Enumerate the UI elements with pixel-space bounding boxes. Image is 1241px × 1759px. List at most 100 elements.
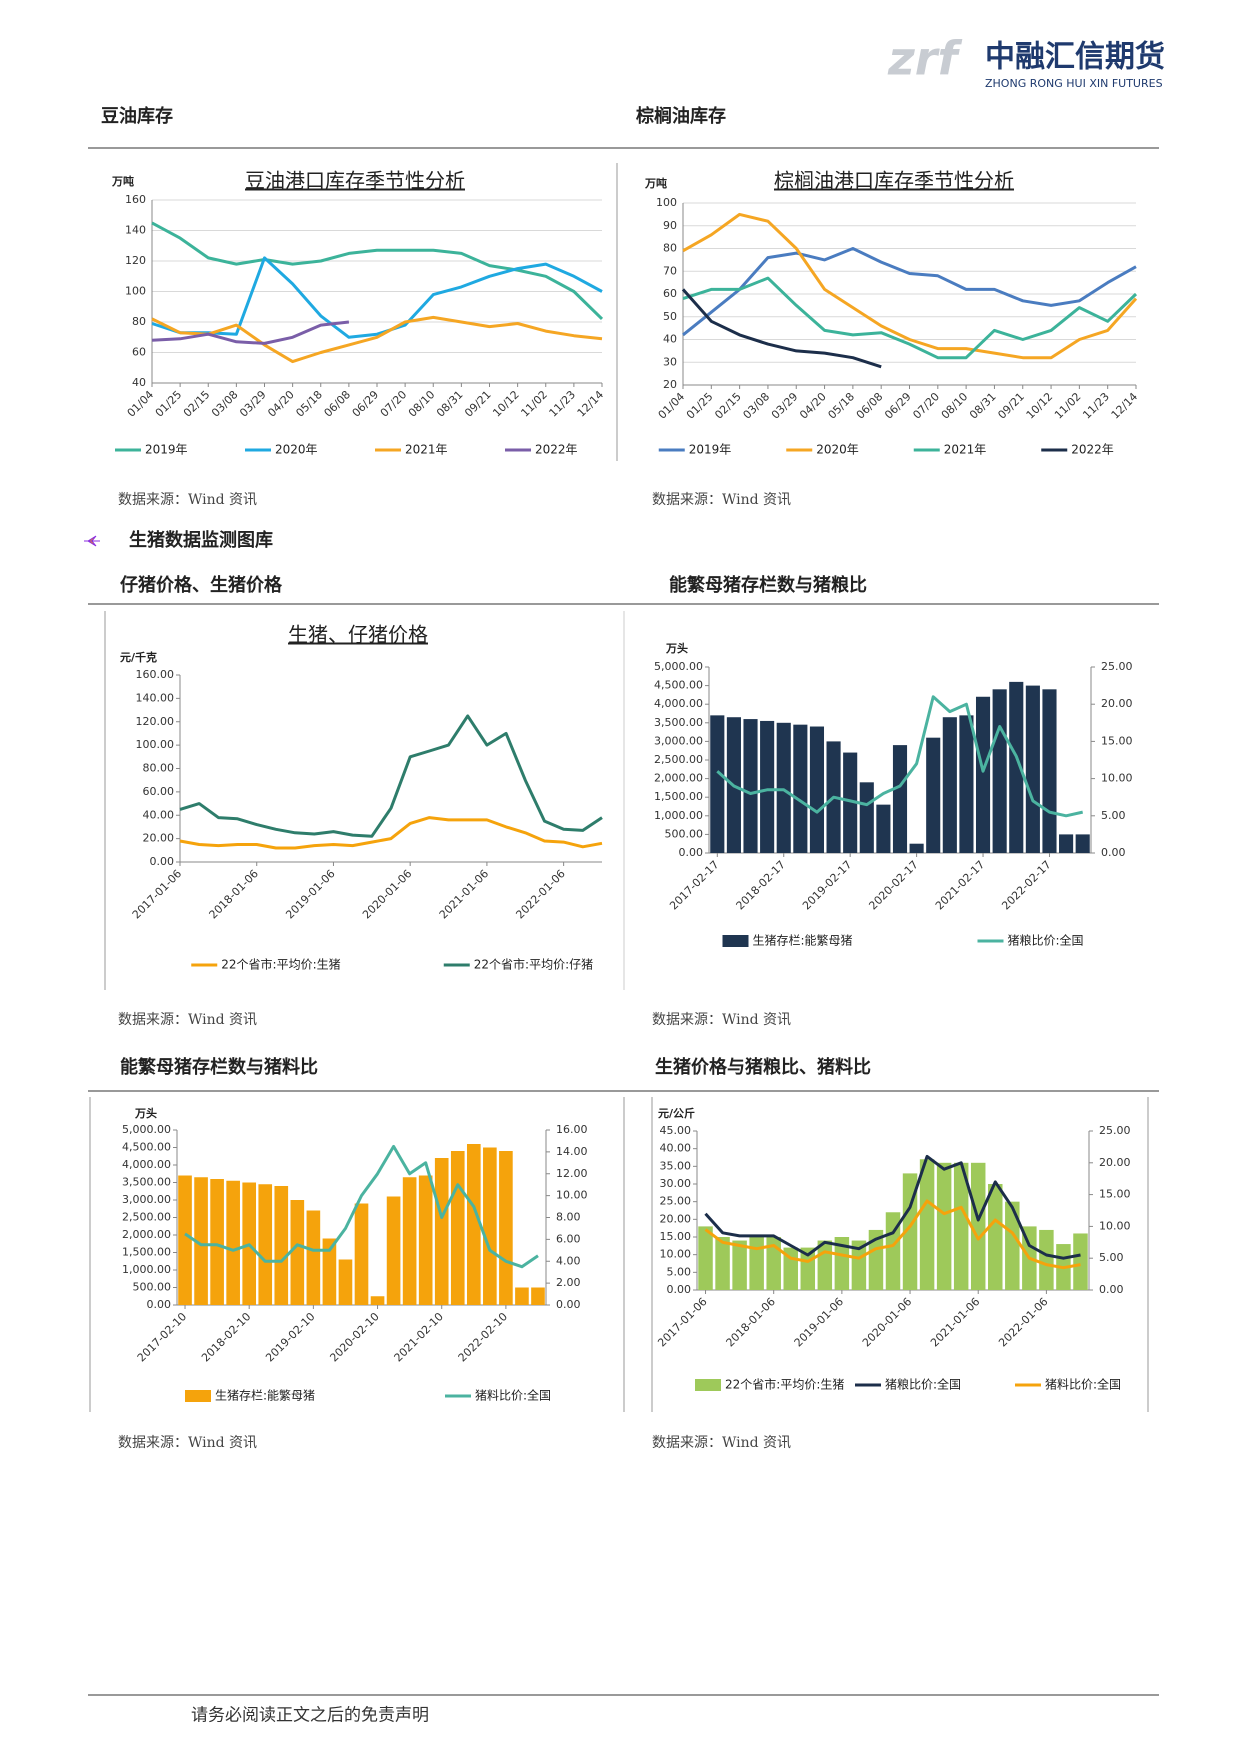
y-axis-unit: 万吨 <box>644 176 667 190</box>
bar <box>817 1240 833 1290</box>
y-tick-label: 80 <box>132 315 146 328</box>
legend-label: 猪粮比价:全国 <box>885 1377 961 1392</box>
source: 数据来源：Wind 资讯 <box>652 1012 791 1028</box>
bar <box>1009 681 1024 853</box>
y-tick-label: 70 <box>663 264 677 277</box>
bar <box>749 1237 764 1290</box>
line-series <box>179 816 603 850</box>
bar <box>1073 1233 1088 1290</box>
bar <box>306 1210 321 1305</box>
y-tick-label: 90 <box>663 219 677 232</box>
y-tick-label: 5,000.00 <box>122 1123 171 1136</box>
bar <box>885 1212 901 1290</box>
y2-tick-label: 15.00 <box>1099 1188 1131 1201</box>
legend-label: 22个省市:平均价:生猪 <box>725 1377 844 1392</box>
x-tick-label: 01/25 <box>684 390 716 422</box>
y-tick-label: 3,000.00 <box>122 1193 171 1206</box>
heading: 棕榈油库存 <box>636 105 726 127</box>
bar <box>868 1229 884 1290</box>
bar <box>402 1177 417 1305</box>
legend-label: 猪粮比价:全国 <box>1008 933 1084 948</box>
y2-tick-label: 14.00 <box>556 1145 588 1158</box>
y2-tick-label: 25.00 <box>1099 1124 1131 1137</box>
legend-swatch <box>185 1390 211 1402</box>
bar <box>834 1237 850 1290</box>
legend-label: 2022年 <box>535 443 578 457</box>
y-tick-label: 3,500.00 <box>122 1176 171 1189</box>
x-tick-label: 04/20 <box>797 390 829 422</box>
bar <box>926 737 941 853</box>
bar <box>732 1240 747 1290</box>
bar <box>902 1173 918 1290</box>
y-tick-label: 60 <box>132 346 146 359</box>
y-tick-label: 2,500.00 <box>122 1211 171 1224</box>
legend-swatch <box>722 935 749 947</box>
section-heading: 生猪数据监测图库 <box>129 529 273 551</box>
y-tick-label: 1,500.00 <box>122 1246 171 1259</box>
y-tick-label: 0.00 <box>147 1298 172 1311</box>
bar <box>988 1184 1003 1290</box>
x-tick-label: 2020-02-10 <box>327 1310 381 1364</box>
logo-mark: zrf <box>887 32 962 86</box>
y-tick-label: 40.00 <box>660 1142 692 1155</box>
x-tick-label: 11/02 <box>1052 390 1084 422</box>
y-tick-label: 80 <box>663 242 677 255</box>
x-tick-label: 2018-01-06 <box>724 1295 778 1349</box>
line-series <box>151 256 603 339</box>
x-tick-label: 2017-02-10 <box>135 1310 189 1364</box>
y-tick-label: 0.00 <box>150 855 175 868</box>
bar <box>760 720 775 853</box>
x-tick-label: 06/08 <box>854 390 886 422</box>
bar <box>483 1147 497 1305</box>
bar <box>322 1238 337 1305</box>
legend-swatch <box>695 1379 721 1391</box>
x-tick-label: 2022-01-06 <box>996 1295 1050 1349</box>
y-tick-label: 0.00 <box>667 1283 692 1296</box>
x-tick-label: 2019-01-06 <box>283 867 337 921</box>
line-series <box>151 320 350 345</box>
x-tick-label: 08/10 <box>939 390 971 422</box>
y-tick-label: 40.00 <box>143 808 175 821</box>
x-tick-label: 02/15 <box>712 390 744 422</box>
bar <box>698 1226 713 1290</box>
y-tick-label: 3,000.00 <box>654 734 703 747</box>
x-tick-label: 03/08 <box>741 390 773 422</box>
bar <box>843 752 858 853</box>
x-tick-label: 2022-02-17 <box>999 858 1053 912</box>
bar <box>515 1287 529 1305</box>
y-tick-label: 40 <box>132 376 146 389</box>
bar <box>851 1240 867 1290</box>
x-tick-label: 2018-01-06 <box>207 867 261 921</box>
x-tick-label: 2017-01-06 <box>130 867 184 921</box>
y-tick-label: 40 <box>663 333 677 346</box>
y-tick-label: 120.00 <box>136 715 175 728</box>
y-tick-label: 30 <box>663 355 677 368</box>
y2-tick-label: 4.00 <box>556 1254 581 1267</box>
x-tick-label: 12/14 <box>1109 390 1141 422</box>
logo: zrf 中融汇信期货 ZHONG RONG HUI XIN FUTURES <box>887 32 1165 91</box>
chart-title: 豆油港口库存季节性分析 <box>245 169 465 193</box>
bar <box>450 1151 465 1305</box>
source: 数据来源：Wind 资讯 <box>118 492 257 508</box>
x-tick-label: 07/20 <box>910 390 942 422</box>
x-tick-label: 2021-01-06 <box>928 1295 982 1349</box>
x-tick-label: 2021-02-10 <box>392 1310 446 1364</box>
legend-label: 2021年 <box>405 443 448 457</box>
bar <box>942 717 957 853</box>
heading: 仔猪价格、生猪价格 <box>120 574 283 596</box>
source: 数据来源：Wind 资讯 <box>118 1435 257 1451</box>
x-tick-label: 10/12 <box>490 388 522 420</box>
legend-label: 22个省市:平均价:仔猪 <box>474 957 593 972</box>
x-tick-label: 05/18 <box>826 390 858 422</box>
y2-tick-label: 8.00 <box>556 1211 581 1224</box>
x-tick-label: 2017-01-06 <box>655 1295 709 1349</box>
bar <box>531 1287 545 1305</box>
bar <box>466 1144 481 1305</box>
y-tick-label: 2,000.00 <box>122 1228 171 1241</box>
y-tick-label: 3,500.00 <box>654 716 703 729</box>
y-tick-label: 4,000.00 <box>122 1158 171 1171</box>
bar <box>1025 685 1040 853</box>
legend-label: 2020年 <box>816 443 859 457</box>
bar <box>290 1200 305 1305</box>
bar <box>859 782 874 853</box>
